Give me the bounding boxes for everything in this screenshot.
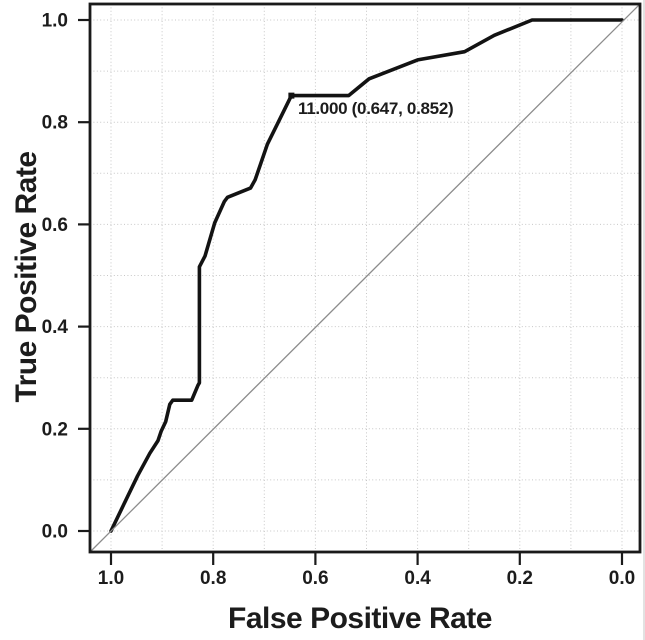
x-axis-tick-label: 0.0 (609, 568, 635, 589)
y-axis-tick-label: 0.8 (42, 113, 68, 134)
x-axis-tick-label: 0.4 (404, 568, 431, 589)
reference-diagonal (89, 3, 641, 553)
annotation-marker (288, 92, 295, 99)
plot-border (88, 2, 642, 554)
y-axis-tick-label: 0.4 (42, 317, 69, 338)
roc-curve-line (109, 18, 624, 533)
annotation-group (288, 92, 295, 99)
x-axis-tick-label: 1.0 (98, 568, 124, 589)
axis-tick-labels: 1.0 0.8 0.6 0.4 0.2 0.0 0.0 0.2 0.4 0.6 0.8 1.0 (42, 11, 636, 590)
y-axis-tick-label: 0.2 (42, 419, 68, 440)
x-axis-tick-label: 0.2 (507, 568, 533, 589)
plot-border-rect (88, 2, 642, 554)
y-axis-title: True Positive Rate (10, 151, 43, 402)
y-axis-tick-label: 0.0 (42, 522, 68, 543)
y-axis-tick-label: 0.6 (42, 215, 68, 236)
axis-ticks (78, 18, 624, 565)
y-axis-tick-label: 1.0 (42, 11, 68, 32)
x-axis-tick-label: 0.8 (200, 568, 226, 589)
x-axis-tick-label: 0.6 (302, 568, 328, 589)
x-axis-title: False Positive Rate (228, 602, 492, 635)
chart-series (89, 3, 641, 553)
annotation-label: 11.000 (0.647, 0.852) (298, 99, 453, 118)
